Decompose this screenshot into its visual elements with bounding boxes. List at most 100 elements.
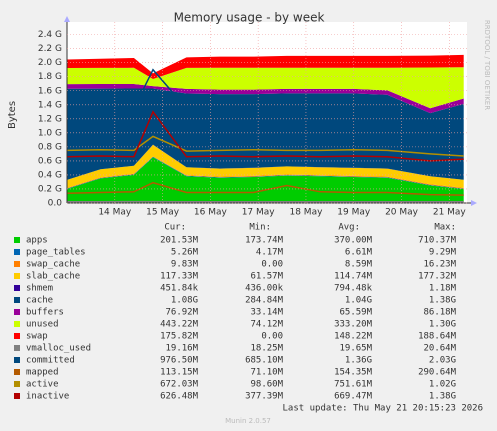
y-axis-label: Bytes [7, 101, 18, 129]
legend-stat: 1.38G [429, 392, 456, 402]
area [67, 144, 464, 188]
legend-stat: 1.18M [429, 284, 457, 294]
legend-header: Min: [249, 223, 271, 233]
legend-stat: 154.35M [334, 368, 373, 378]
legend: Cur: Min: Avg: Max: apps 201.53M 173.74M 370.00… [14, 223, 457, 402]
legend-label: committed [26, 356, 75, 366]
legend-stat: 188.64M [418, 332, 457, 342]
area [67, 67, 464, 109]
y-tick-label: 0.0 [48, 199, 63, 209]
legend-stat: 377.39M [245, 392, 284, 402]
legend-label: active [26, 380, 59, 390]
legend-swatch [14, 333, 20, 339]
x-tick-label: 18 May [289, 208, 323, 218]
y-tick-label: 1.4 G [38, 100, 62, 110]
legend-swatch [14, 309, 20, 315]
legend-stat: 74.12M [250, 320, 283, 330]
legend-stat: 175.82M [160, 332, 199, 342]
chart-title: Memory usage - by week [174, 11, 325, 25]
x-arrow [471, 200, 477, 206]
legend-stat: 1.08G [171, 296, 198, 306]
y-tick-label: 1.6 G [38, 86, 62, 96]
x-tick-label: 14 May [98, 208, 132, 218]
legend-label: shmem [26, 284, 53, 294]
legend-stat: 201.53M [160, 236, 199, 246]
x-tick-label: 17 May [242, 208, 276, 218]
area [67, 84, 464, 114]
legend-stat: 76.92M [165, 308, 198, 318]
legend-stat: 98.60M [250, 380, 283, 390]
legend-swatch [14, 393, 20, 399]
legend-stat: 685.10M [245, 356, 284, 366]
x-tick-label: 21 May [433, 208, 467, 218]
legend-stat: 626.48M [160, 392, 199, 402]
legend-stat: 451.84k [160, 284, 199, 294]
legend-stat: 794.48k [334, 284, 373, 294]
y-tick-label: 2.2 G [38, 44, 62, 54]
y-tick-label: 2.0 G [38, 58, 62, 68]
y-tick-label: 0.4 G [38, 170, 62, 180]
x-tick-label: 20 May [385, 208, 419, 218]
legend-stat: 19.16M [165, 344, 198, 354]
legend-header: Cur: [164, 223, 186, 233]
legend-stat: 18.25M [250, 344, 283, 354]
legend-swatch [14, 237, 20, 243]
legend-label: apps [26, 236, 48, 246]
legend-stat: 370.00M [334, 236, 373, 246]
legend-stat: 1.30G [429, 320, 456, 330]
legend-stat: 65.59M [339, 308, 372, 318]
legend-stat: 177.32M [418, 272, 457, 282]
legend-label: slab_cache [26, 272, 80, 282]
legend-swatch [14, 297, 20, 303]
legend-label: unused [26, 320, 59, 330]
legend-stat: 976.50M [160, 356, 199, 366]
legend-stat: 333.20M [334, 320, 373, 330]
legend-swatch [14, 357, 20, 363]
legend-swatch [14, 273, 20, 279]
legend-label: swap_cache [26, 260, 80, 270]
legend-stat: 1.38G [429, 296, 456, 306]
footer: Last update: Thu May 21 20:15:23 2026 [283, 404, 483, 414]
legend-swatch [14, 381, 20, 387]
legend-header: Max: [434, 223, 456, 233]
legend-stat: 114.74M [334, 272, 373, 282]
legend-stat: 1.04G [345, 296, 372, 306]
legend-stat: 290.64M [418, 368, 457, 378]
legend-label: vmalloc_used [26, 344, 91, 354]
y-tick-label: 0.2 G [38, 184, 62, 194]
y-tick-label: 0.8 G [38, 142, 62, 152]
line [66, 68, 464, 135]
legend-stat: 113.15M [160, 368, 199, 378]
legend-stat: 117.33M [160, 272, 199, 282]
legend-stat: 9.29M [429, 248, 457, 258]
line [66, 135, 464, 157]
legend-stat: 2.03G [429, 356, 456, 366]
legend-swatch [14, 285, 20, 291]
legend-stat: 436.00k [245, 284, 284, 294]
y-tick-label: 0.6 G [38, 156, 62, 166]
legend-label: buffers [26, 308, 64, 318]
legend-label: mapped [26, 368, 59, 378]
area [67, 54, 464, 79]
y-tick-label: 1.0 G [38, 128, 62, 138]
side-text: RRDTOOL / TOBI OETIKER [483, 20, 491, 110]
legend-stat: 16.23M [423, 260, 456, 270]
legend-stat: 4.17M [256, 248, 284, 258]
legend-stat: 751.61M [334, 380, 373, 390]
legend-stat: 672.03M [160, 380, 199, 390]
legend-stat: 8.59M [345, 260, 373, 270]
legend-label: cache [26, 296, 53, 306]
legend-stat: 33.14M [250, 308, 283, 318]
legend-stat: 443.22M [160, 320, 199, 330]
legend-stat: 284.84M [245, 296, 284, 306]
legend-stat: 19.65M [339, 344, 372, 354]
legend-stat: 5.26M [171, 248, 199, 258]
plot [66, 54, 464, 203]
legend-stat: 669.47M [334, 392, 373, 402]
line [66, 181, 464, 196]
legend-label: inactive [26, 392, 69, 402]
legend-stat: 173.74M [245, 236, 284, 246]
legend-stat: 20.64M [423, 344, 456, 354]
y-tick-label: 1.2 G [38, 114, 62, 124]
